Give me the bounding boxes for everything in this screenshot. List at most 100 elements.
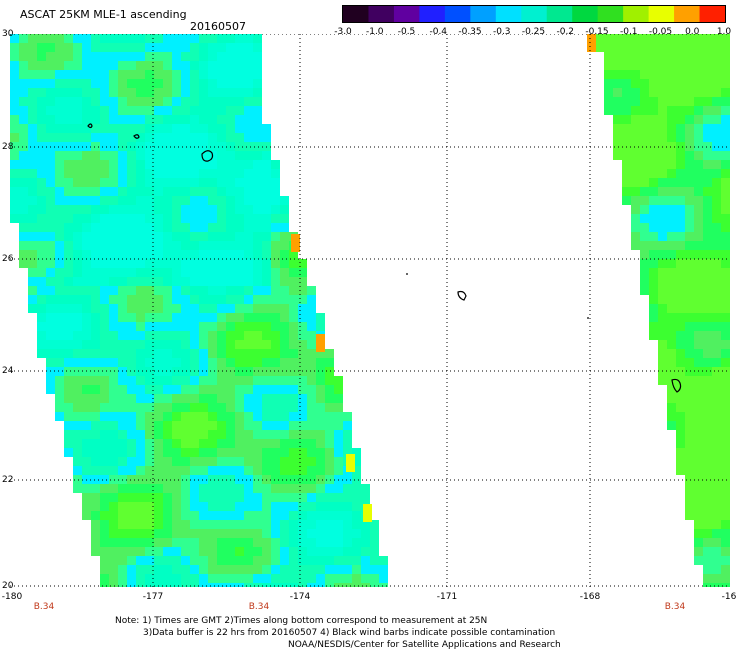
swath-cell (82, 484, 91, 493)
swath-cell (307, 385, 316, 394)
swath-cell (154, 448, 163, 457)
swath-cell (181, 565, 190, 574)
swath-cell (199, 187, 208, 196)
swath-cell (244, 430, 253, 439)
swath-cell (694, 169, 703, 178)
swath-cell (19, 160, 28, 169)
swath-cell (109, 124, 118, 133)
swath-cell (244, 439, 253, 448)
swath-cell (199, 583, 208, 587)
swath-cell (280, 286, 289, 295)
swath-cell (127, 223, 136, 232)
swath-cell (235, 43, 244, 52)
swath-cell (28, 133, 37, 142)
swath-cell (235, 151, 244, 160)
swath-cell (64, 124, 73, 133)
swath-cell (712, 358, 721, 367)
swath-cell (343, 421, 352, 430)
swath-cell (721, 502, 730, 511)
swath-cell (73, 466, 82, 475)
swath-cell (163, 70, 172, 79)
swath-cell (172, 43, 181, 52)
swath-cell (262, 187, 271, 196)
swath-cell (190, 43, 199, 52)
swath-cell (91, 358, 100, 367)
swath-cell (208, 205, 217, 214)
swath-cell (136, 331, 145, 340)
swath-cell (37, 322, 46, 331)
swath-cell (208, 70, 217, 79)
swath-cell (667, 340, 676, 349)
swath-cell (712, 340, 721, 349)
swath-cell (199, 358, 208, 367)
colorbar-tick-label: -0.5 (397, 27, 416, 37)
swath-cell (118, 484, 127, 493)
swath-cell (55, 187, 64, 196)
swath-cell (199, 169, 208, 178)
swath-cell (127, 106, 136, 115)
swath-cell (676, 295, 685, 304)
swath-cell (676, 214, 685, 223)
swath-cell (649, 43, 658, 52)
swath-cell (370, 556, 379, 565)
swath-cell (667, 169, 676, 178)
swath-cell (721, 169, 730, 178)
swath-cell (145, 403, 154, 412)
swath-cell (127, 313, 136, 322)
swath-cell (208, 358, 217, 367)
swath-cell (316, 466, 325, 475)
swath-cell (289, 304, 298, 313)
swath-cell (163, 403, 172, 412)
swath-cell (703, 367, 712, 376)
swath-cell (343, 448, 352, 457)
swath-cell (28, 223, 37, 232)
colorbar-tick-label: -0.35 (458, 27, 482, 37)
swath-cell (712, 403, 721, 412)
swath-cell (28, 52, 37, 61)
swath-cell (73, 79, 82, 88)
swath-cell (316, 547, 325, 556)
swath-cell (685, 430, 694, 439)
swath-cell (280, 349, 289, 358)
swath-cell (37, 340, 46, 349)
swath-cell (118, 322, 127, 331)
swath-cell (640, 97, 649, 106)
swath-cell (154, 79, 163, 88)
swath-cell (649, 178, 658, 187)
swath-cell (10, 61, 19, 70)
swath-cell (325, 484, 334, 493)
swath-cell (190, 178, 199, 187)
swath-cell (721, 547, 730, 556)
swath-cell (325, 448, 334, 457)
swath-cell (37, 133, 46, 142)
swath-cell (676, 268, 685, 277)
swath-cell (109, 556, 118, 565)
swath-cell (154, 547, 163, 556)
swath-cell (244, 322, 253, 331)
swath-cell (190, 322, 199, 331)
swath-cell (190, 133, 199, 142)
swath-cell (145, 124, 154, 133)
swath-cell (226, 160, 235, 169)
swath-cell (55, 259, 64, 268)
swath-cell (676, 133, 685, 142)
swath-cell (676, 232, 685, 241)
swath-cell (712, 295, 721, 304)
swath-cell (685, 277, 694, 286)
swath-cell (10, 205, 19, 214)
swath-cell (28, 304, 37, 313)
swath-cell (73, 169, 82, 178)
swath-cell (271, 277, 280, 286)
swath-cell (91, 169, 100, 178)
swath-cell (136, 214, 145, 223)
swath-cell (136, 268, 145, 277)
swath-cell (190, 277, 199, 286)
swath-cell (100, 115, 109, 124)
swath-cell (109, 466, 118, 475)
swath-cell (676, 421, 685, 430)
swath-cell (190, 583, 199, 587)
swath-cell (631, 115, 640, 124)
swath-cell (37, 241, 46, 250)
swath-cell (604, 88, 613, 97)
swath-cell (199, 565, 208, 574)
